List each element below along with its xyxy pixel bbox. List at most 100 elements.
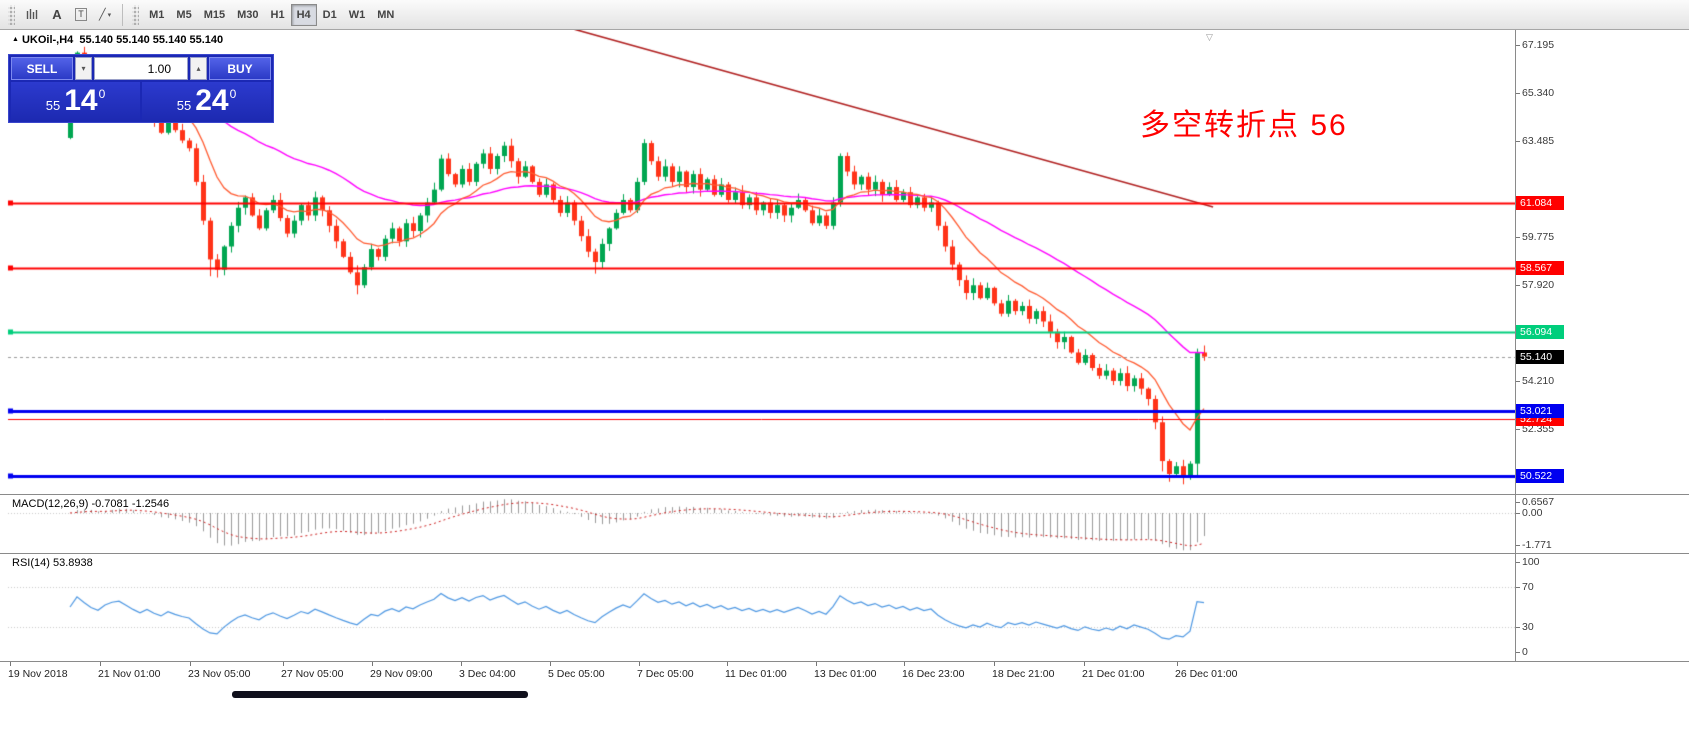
chart-canvas[interactable] — [0, 30, 1515, 662]
time-axis-tick — [639, 662, 640, 666]
text-label-icon[interactable]: T — [69, 4, 93, 26]
price-level-badge: 56.094 — [1516, 324, 1564, 339]
chart-shift-marker[interactable]: ▽ — [1206, 32, 1213, 42]
rsi-axis-label: 30 — [1515, 620, 1534, 633]
rsi-indicator-label: RSI(14) 53.8938 — [12, 557, 93, 569]
time-axis-label: 5 Dec 05:00 — [548, 668, 605, 680]
time-axis-tick — [100, 662, 101, 666]
price-level-badge: 53.021 — [1516, 404, 1564, 419]
toolbar: A T ╱ ▾ M1 M5 M15 M30 H1 H4 D1 W1 MN — [0, 0, 1689, 30]
price-axis-tick: 54.210 — [1514, 374, 1555, 387]
line-glyph: ╱ — [99, 9, 106, 21]
time-axis-label: 7 Dec 05:00 — [637, 668, 694, 680]
price-level-badge: 50.522 — [1516, 468, 1564, 483]
time-axis-tick — [283, 662, 284, 666]
time-axis-label: 21 Dec 01:00 — [1082, 668, 1145, 680]
time-axis-label: 19 Nov 2018 — [8, 668, 68, 680]
price-axis-tick: 67.195 — [1514, 39, 1555, 51]
price-axis-tick: 63.485 — [1514, 134, 1555, 147]
toolbar-separator — [122, 3, 124, 26]
volume-decrease-button[interactable]: ▾ — [75, 57, 92, 80]
buy-button[interactable]: BUY — [209, 57, 271, 80]
rsi-axis-label: 0 — [1515, 646, 1528, 658]
time-axis-tick — [1177, 662, 1178, 666]
bar-chart-glyph — [26, 8, 38, 19]
timeframe-button-m5[interactable]: M5 — [170, 4, 197, 26]
panel-separator — [0, 661, 1689, 662]
time-axis-label: 21 Nov 01:00 — [98, 668, 161, 680]
chart-annotation[interactable]: 多空转折点 56 — [1140, 109, 1348, 142]
time-axis-tick — [10, 662, 11, 666]
chevron-up-icon: ▴ — [196, 64, 201, 73]
timeframe-button-m1[interactable]: M1 — [143, 4, 170, 26]
time-axis[interactable]: 19 Nov 2018 21 Nov 01:00 23 Nov 05:00 27 No… — [0, 662, 1515, 688]
buy-price-main: 24 — [195, 84, 229, 117]
one-click-trading-panel: SELL ▾ ▴ BUY 55 14 0 55 24 0 — [8, 54, 274, 123]
draw-line-icon[interactable]: ╱ ▾ — [93, 4, 117, 26]
sell-price-sup: 0 — [98, 87, 106, 101]
toolbar-grip[interactable] — [8, 4, 15, 25]
time-axis-label: 27 Nov 05:00 — [281, 668, 344, 680]
buy-price-prefix: 55 — [176, 97, 192, 113]
text-label-glyph: T — [75, 8, 87, 21]
price-level-badge: 61.084 — [1516, 195, 1564, 210]
sell-price-prefix: 55 — [45, 97, 61, 113]
sell-price-main: 14 — [64, 84, 98, 117]
axis-separator — [1515, 30, 1516, 662]
toolbar-grip[interactable] — [132, 4, 140, 25]
price-axis-tick: 59.775 — [1514, 230, 1555, 243]
macd-indicator-label: MACD(12,26,9) -0.7081 -1.2546 — [12, 498, 170, 510]
time-axis-label: 13 Dec 01:00 — [814, 668, 877, 680]
price-axis[interactable]: 67.195 65.340 63.485 59.775 57.920 54.210 52.3… — [1514, 30, 1689, 662]
time-axis-label: 16 Dec 23:00 — [902, 668, 965, 680]
time-axis-label: 26 Dec 01:00 — [1175, 668, 1238, 680]
sell-price-display[interactable]: 55 14 0 — [11, 82, 140, 120]
time-axis-tick — [904, 662, 905, 666]
sell-button[interactable]: SELL — [11, 57, 73, 80]
time-axis-tick — [461, 662, 462, 666]
macd-axis-label: 0.00 — [1514, 507, 1543, 519]
price-axis-tick: 57.920 — [1514, 278, 1555, 291]
time-axis-tick — [816, 662, 817, 666]
macd-axis-label: 0.6567 — [1514, 496, 1555, 508]
timeframe-button-m30[interactable]: M30 — [231, 4, 264, 26]
price-level-badge: 58.567 — [1516, 261, 1564, 276]
chevron-down-icon: ▾ — [81, 64, 86, 73]
text-a-icon[interactable]: A — [45, 4, 69, 26]
symbol-ohlc-label: ▲ UKOil-,H4 55.140 55.140 55.140 55.140 — [12, 34, 223, 46]
timeframe-group: M1 M5 M15 M30 H1 H4 D1 W1 MN — [143, 3, 400, 26]
time-axis-tick — [550, 662, 551, 666]
bar-chart-icon[interactable] — [19, 4, 45, 26]
price-axis-tick: 65.340 — [1514, 86, 1555, 99]
trade-panel-controls: SELL ▾ ▴ BUY — [11, 57, 271, 80]
volume-increase-button[interactable]: ▴ — [190, 57, 207, 80]
timeframe-button-d1[interactable]: D1 — [317, 4, 343, 26]
timeframe-button-h1[interactable]: H1 — [265, 4, 291, 26]
timeframe-button-m15[interactable]: M15 — [198, 4, 231, 26]
buy-price-display[interactable]: 55 24 0 — [142, 82, 271, 120]
expand-triangle-icon: ▲ — [12, 36, 19, 43]
time-axis-tick — [727, 662, 728, 666]
time-axis-tick — [372, 662, 373, 666]
chevron-down-icon: ▾ — [107, 11, 112, 19]
price-level-badge: 55.140 — [1516, 349, 1564, 364]
macd-axis-label: -1.771 — [1515, 539, 1552, 551]
trade-panel-prices: 55 14 0 55 24 0 — [11, 82, 271, 120]
volume-input[interactable] — [94, 57, 188, 80]
time-axis-tick — [190, 662, 191, 666]
panel-separator[interactable] — [0, 494, 1689, 495]
buy-price-sup: 0 — [229, 87, 237, 101]
time-axis-label: 18 Dec 21:00 — [992, 668, 1055, 680]
scrollbar-thumb[interactable] — [232, 691, 528, 698]
timeframe-button-h4[interactable]: H4 — [290, 3, 317, 26]
timeframe-button-w1[interactable]: W1 — [343, 4, 372, 26]
rsi-axis-label: 70 — [1515, 581, 1534, 594]
timeframe-button-mn[interactable]: MN — [371, 4, 400, 26]
time-axis-label: 11 Dec 01:00 — [725, 668, 787, 680]
panel-separator[interactable] — [0, 553, 1689, 554]
symbol-ohlc-text: UKOil-,H4 55.140 55.140 55.140 55.140 — [21, 34, 224, 46]
time-axis-label: 29 Nov 09:00 — [370, 668, 433, 680]
rsi-axis-label: 100 — [1515, 556, 1540, 568]
time-axis-label: 3 Dec 04:00 — [459, 668, 516, 680]
